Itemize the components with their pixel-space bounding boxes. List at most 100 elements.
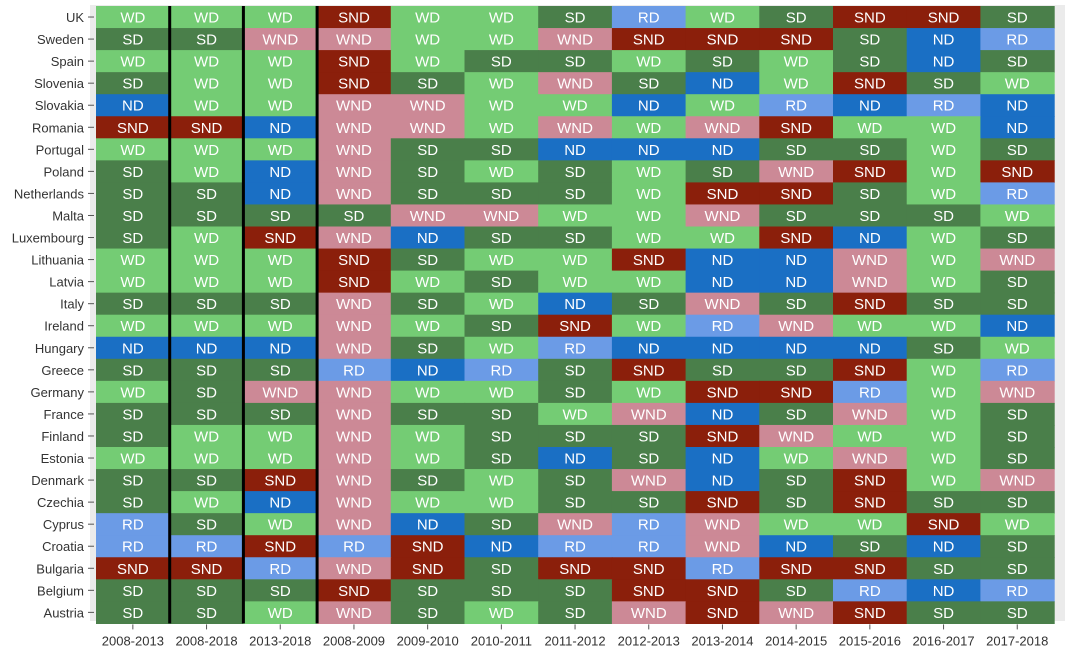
cell-label: SD bbox=[565, 362, 586, 379]
cell-label: WD bbox=[931, 384, 956, 401]
heatmap-cell bbox=[96, 28, 171, 51]
y-axis: UK Sweden Spain Slovenia Slovakia Romania Port… bbox=[12, 10, 94, 620]
heatmap-cell bbox=[390, 513, 466, 536]
heatmap-cell bbox=[980, 160, 1055, 183]
cell-label: WD bbox=[268, 76, 293, 93]
cell-label: ND bbox=[712, 340, 734, 357]
cell-label: WD bbox=[194, 76, 219, 93]
heatmap-cell bbox=[243, 535, 318, 558]
cell-label: WD bbox=[415, 451, 440, 468]
heatmap-cell bbox=[833, 204, 908, 228]
heatmap-cell bbox=[685, 314, 760, 338]
heatmap-cell bbox=[833, 358, 908, 382]
heatmap-cell bbox=[317, 28, 392, 51]
heatmap-cell bbox=[317, 160, 392, 183]
heatmap-cell bbox=[538, 491, 613, 514]
cell-label: SD bbox=[491, 406, 512, 423]
heatmap-cell bbox=[759, 358, 834, 382]
heatmap-cell bbox=[906, 380, 981, 404]
heatmap-cell bbox=[96, 72, 171, 95]
cell-label: ND bbox=[122, 340, 144, 357]
cell-label: ND bbox=[122, 98, 144, 115]
cell-label: SD bbox=[491, 517, 512, 534]
cell-label: SD bbox=[122, 406, 143, 423]
heatmap-cell bbox=[833, 50, 908, 73]
cell-label: WND bbox=[336, 318, 372, 335]
heatmap-cell bbox=[390, 447, 466, 470]
cell-label: SD bbox=[417, 252, 438, 269]
heatmap-cell bbox=[169, 447, 244, 470]
heatmap-cell bbox=[538, 447, 613, 470]
heatmap-cell bbox=[169, 358, 244, 382]
heatmap-cell bbox=[169, 116, 244, 139]
cell-label: WND bbox=[336, 98, 372, 115]
heatmap-cell bbox=[390, 424, 466, 448]
cell-label: SD bbox=[196, 406, 217, 423]
heatmap-cell bbox=[833, 248, 908, 272]
heatmap-cell bbox=[685, 204, 760, 228]
cell-label: SD bbox=[638, 296, 659, 313]
cell-label: WND bbox=[778, 605, 814, 622]
cell-label: WND bbox=[336, 428, 372, 445]
heatmap-cell bbox=[96, 380, 171, 404]
heatmap-cell bbox=[243, 292, 318, 316]
cell-label: WD bbox=[415, 428, 440, 445]
x-tick-label: 2008-2009 bbox=[323, 633, 385, 648]
heatmap-cell bbox=[96, 292, 171, 316]
cell-label: WD bbox=[636, 164, 661, 181]
heatmap-cell bbox=[538, 226, 613, 250]
heatmap-cell bbox=[464, 226, 539, 250]
heatmap-cell bbox=[538, 116, 613, 139]
cell-label: WD bbox=[120, 274, 145, 291]
heatmap-cell bbox=[611, 535, 687, 558]
cell-label: WD bbox=[710, 230, 735, 247]
heatmap-cell bbox=[538, 513, 613, 536]
cell-label: WND bbox=[336, 605, 372, 622]
heatmap-cell bbox=[611, 402, 687, 426]
heatmap-cell bbox=[759, 138, 834, 161]
heatmap-cell bbox=[833, 270, 908, 294]
cell-label: ND bbox=[933, 539, 955, 556]
heatmap-cell bbox=[169, 270, 244, 294]
cell-label: SD bbox=[417, 583, 438, 600]
heatmap-cell bbox=[243, 358, 318, 382]
heatmap-cell bbox=[611, 94, 687, 117]
heatmap-cell bbox=[390, 226, 466, 250]
cell-label: SND bbox=[633, 583, 665, 600]
heatmap-cell bbox=[464, 491, 539, 514]
cell-label: SD bbox=[1007, 142, 1028, 159]
heatmap-cell bbox=[759, 557, 834, 580]
cell-label: WND bbox=[336, 296, 372, 313]
cell-label: SND bbox=[633, 362, 665, 379]
y-tick-label: Czechia bbox=[37, 495, 85, 510]
heatmap-cell bbox=[980, 28, 1055, 51]
heatmap-cell bbox=[169, 160, 244, 183]
cell-label: SD bbox=[565, 473, 586, 490]
heatmap-cell bbox=[538, 270, 613, 294]
cell-label: SD bbox=[565, 230, 586, 247]
cell-label: ND bbox=[269, 164, 291, 181]
heatmap-cell bbox=[317, 336, 392, 360]
cell-label: WD bbox=[931, 451, 956, 468]
heatmap-cell bbox=[759, 402, 834, 426]
heatmap-cell bbox=[611, 424, 687, 448]
cell-label: SD bbox=[859, 142, 880, 159]
heatmap-cell bbox=[169, 138, 244, 161]
cell-label: SD bbox=[417, 296, 438, 313]
heatmap-cell bbox=[464, 138, 539, 161]
heatmap-cell bbox=[980, 72, 1055, 95]
cell-label: SD bbox=[1007, 451, 1028, 468]
cell-label: WD bbox=[120, 451, 145, 468]
heatmap-cell bbox=[685, 579, 760, 602]
cell-label: ND bbox=[1006, 120, 1028, 137]
cell-label: SD bbox=[859, 539, 880, 556]
heatmap-cell bbox=[243, 116, 318, 139]
heatmap-cell bbox=[538, 469, 613, 492]
cell-label: SND bbox=[854, 561, 886, 578]
cell-label: WND bbox=[999, 252, 1035, 269]
cell-label: SD bbox=[417, 76, 438, 93]
cell-label: SD bbox=[565, 495, 586, 512]
cell-label: RD bbox=[269, 561, 291, 578]
heatmap-cell bbox=[96, 94, 171, 117]
heatmap-cell bbox=[464, 513, 539, 536]
